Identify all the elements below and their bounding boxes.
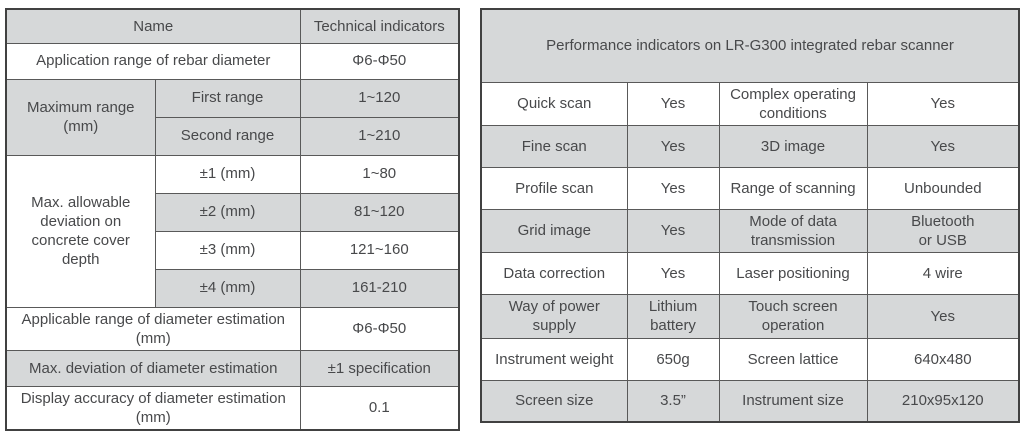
table-row: Max. deviation of diameter estimation ±1…	[5, 349, 460, 387]
technical-indicators-table: Name Technical indicators Application ra…	[5, 8, 461, 432]
perf-label-cell: Instrument weight	[480, 337, 628, 381]
sub-label-cell: ±2 (mm)	[154, 192, 301, 232]
perf-value-cell: Yes	[626, 166, 720, 210]
group-label-cell: Max. allowable deviation on concrete cov…	[5, 154, 156, 308]
table-row: Instrument weight 650g Screen lattice 64…	[480, 337, 1020, 381]
table-row: Quick scan Yes Complex operating conditi…	[480, 81, 1020, 126]
table-row: Screen size 3.5” Instrument size 210x95x…	[480, 379, 1020, 423]
sub-label-cell: ±4 (mm)	[154, 268, 301, 308]
sub-label-cell: Second range	[154, 116, 301, 156]
perf-value-cell: Lithium battery	[626, 294, 720, 339]
name-column-header: Name	[5, 8, 301, 44]
perf-label-cell: Instrument size	[718, 379, 868, 423]
table-row: Display accuracy of diameter estimation …	[5, 385, 460, 431]
perf-value-cell: Bluetooth or USB	[866, 208, 1020, 254]
perf-label-cell: Touch screen operation	[718, 294, 868, 339]
perf-label-cell: 3D image	[718, 124, 868, 168]
row-value-cell: 1~120	[299, 78, 460, 118]
row-value-cell: Φ6-Φ50	[299, 42, 460, 80]
group-label-cell: Maximum range (mm)	[5, 78, 156, 156]
row-label-cell: Application range of rebar diameter	[5, 42, 301, 80]
perf-value-cell: 4 wire	[866, 252, 1020, 296]
perf-value-cell: Yes	[866, 124, 1020, 168]
table-row: ±2 (mm) 81~120	[6, 192, 460, 232]
sub-label-cell: ±3 (mm)	[154, 230, 301, 270]
perf-value-cell: Yes	[626, 252, 720, 296]
table-row: Application range of rebar diameter Φ6-Φ…	[5, 42, 460, 80]
performance-table-title: Performance indicators on LR-G300 integr…	[480, 8, 1020, 83]
perf-value-cell: Yes	[866, 294, 1020, 339]
perf-label-cell: Screen lattice	[718, 337, 868, 381]
perf-label-cell: Screen size	[480, 379, 628, 423]
table-row: Grid image Yes Mode of data transmission…	[480, 208, 1020, 254]
perf-value-cell: Yes	[626, 124, 720, 168]
row-label-cell: Applicable range of diameter estimation …	[5, 306, 301, 351]
sub-label-cell: ±1 (mm)	[154, 154, 301, 194]
perf-value-cell: 3.5”	[626, 379, 720, 423]
row-value-cell: 161-210	[299, 268, 460, 308]
table-header-row: Name Technical indicators	[5, 8, 460, 44]
row-value-cell: 121~160	[299, 230, 460, 270]
perf-value-cell: Yes	[866, 81, 1020, 126]
row-value-cell: 81~120	[299, 192, 460, 232]
table-row: ±3 (mm) 121~160	[6, 230, 460, 270]
perf-value-cell: Yes	[626, 208, 720, 254]
perf-label-cell: Complex operating conditions	[718, 81, 868, 126]
table-title-row: Performance indicators on LR-G300 integr…	[480, 8, 1020, 83]
table-row: Second range 1~210	[6, 116, 460, 156]
table-row: Data correction Yes Laser positioning 4 …	[480, 252, 1020, 296]
row-label-cell: Display accuracy of diameter estimation …	[5, 385, 301, 431]
perf-value-cell: Unbounded	[866, 166, 1020, 210]
row-label-cell: Max. deviation of diameter estimation	[5, 349, 301, 387]
perf-label-cell: Way of power supply	[480, 294, 628, 339]
table-row: Maximum range (mm) First range 1~120	[5, 78, 460, 156]
perf-value-cell: 210x95x120	[866, 379, 1020, 423]
perf-label-cell: Mode of data transmission	[718, 208, 868, 254]
perf-value-cell: Yes	[626, 81, 720, 126]
perf-label-cell: Profile scan	[480, 166, 628, 210]
perf-label-cell: Grid image	[480, 208, 628, 254]
table-row: Profile scan Yes Range of scanning Unbou…	[480, 166, 1020, 210]
perf-label-cell: Laser positioning	[718, 252, 868, 296]
row-value-cell: 1~210	[299, 116, 460, 156]
row-value-cell: Φ6-Φ50	[299, 306, 460, 351]
row-value-cell: 0.1	[299, 385, 460, 431]
table-row: Way of power supply Lithium battery Touc…	[480, 294, 1020, 339]
perf-label-cell: Quick scan	[480, 81, 628, 126]
row-value-cell: 1~80	[299, 154, 460, 194]
perf-label-cell: Range of scanning	[718, 166, 868, 210]
table-row: Applicable range of diameter estimation …	[5, 306, 460, 351]
row-value-cell: ±1 specification	[299, 349, 460, 387]
perf-value-cell: 640x480	[866, 337, 1020, 381]
perf-label-cell: Fine scan	[480, 124, 628, 168]
perf-label-cell: Data correction	[480, 252, 628, 296]
performance-indicators-table: Performance indicators on LR-G300 integr…	[480, 8, 1021, 424]
technical-indicators-column-header: Technical indicators	[299, 8, 460, 44]
sub-label-cell: First range	[154, 78, 301, 118]
table-row: Fine scan Yes 3D image Yes	[480, 124, 1020, 168]
table-row: Max. allowable deviation on concrete cov…	[5, 154, 460, 308]
table-row: ±4 (mm) 161-210	[6, 268, 460, 308]
perf-value-cell: 650g	[626, 337, 720, 381]
